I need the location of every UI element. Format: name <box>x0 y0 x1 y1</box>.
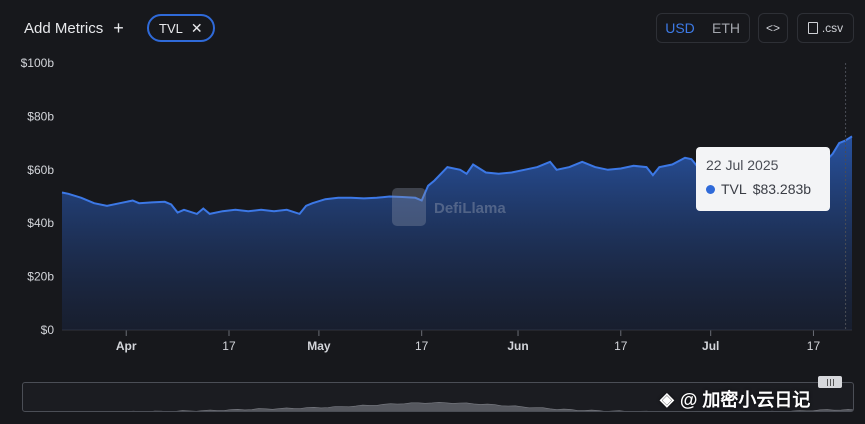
currency-option-usd[interactable]: USD <box>665 20 695 36</box>
currency-toggle: USD ETH <box>656 13 750 43</box>
x-tick-label: 17 <box>222 339 236 353</box>
y-tick-label: $20b <box>27 270 54 284</box>
watermark-label: @ 加密小云日记 <box>679 390 811 410</box>
source-watermark: ◈ @ 加密小云日记 <box>660 385 810 413</box>
add-metrics-label: Add Metrics <box>24 19 104 37</box>
embed-button[interactable]: <> <box>758 13 788 43</box>
y-tick-label: $40b <box>27 216 54 230</box>
binance-icon: ◈ <box>660 388 674 409</box>
x-tick-label: 17 <box>415 339 429 353</box>
code-icon: <> <box>765 21 780 35</box>
close-icon[interactable]: ✕ <box>190 19 203 36</box>
x-tick-label: 17 <box>614 339 628 353</box>
tooltip-row: TVL $83.283b <box>706 181 820 197</box>
x-tick-label: Apr <box>116 339 137 353</box>
file-icon <box>807 22 818 34</box>
currency-option-eth[interactable]: ETH <box>712 20 740 36</box>
navigator-minimap <box>29 401 853 411</box>
navigator-handle[interactable] <box>818 376 842 388</box>
x-tick-label: Jul <box>702 339 719 353</box>
series-color-dot <box>706 184 715 194</box>
metric-chip-tvl[interactable]: TVL ✕ <box>147 14 215 42</box>
add-metrics-button[interactable]: Add Metrics + <box>14 12 134 44</box>
x-tick-label: Jun <box>507 339 528 353</box>
range-navigator[interactable] <box>22 382 854 412</box>
tooltip-value: $83.283b <box>752 181 812 197</box>
chart-toolbar: Add Metrics + TVL ✕ USD ETH <> .csv <box>0 0 865 56</box>
chart-tooltip: 22 Jul 2025 TVL $83.283b <box>696 147 830 211</box>
y-tick-label: $0 <box>41 323 55 337</box>
y-tick-label: $80b <box>27 109 54 123</box>
x-tick-label: 17 <box>807 339 821 353</box>
download-csv-button[interactable]: .csv <box>797 13 854 43</box>
watermark-text: DefiLlama <box>434 200 506 217</box>
x-tick-label: May <box>307 339 331 353</box>
csv-label: .csv <box>821 21 844 35</box>
tvl-chart[interactable]: $0 $20b $40b $60b $80b $100b Apr 17 May 17 Jun 17 J… <box>0 50 865 360</box>
tooltip-date: 22 Jul 2025 <box>706 157 779 173</box>
navigator-area <box>29 401 853 411</box>
defillama-logo-icon <box>392 188 426 226</box>
plus-icon: + <box>113 18 124 38</box>
y-tick-label: $60b <box>27 163 54 177</box>
metric-chip-label: TVL <box>159 20 183 36</box>
y-tick-label: $100b <box>21 56 55 70</box>
defillama-watermark: DefiLlama <box>392 188 506 226</box>
tvl-area-fill <box>62 136 852 330</box>
tooltip-series-name: TVL <box>721 181 747 197</box>
